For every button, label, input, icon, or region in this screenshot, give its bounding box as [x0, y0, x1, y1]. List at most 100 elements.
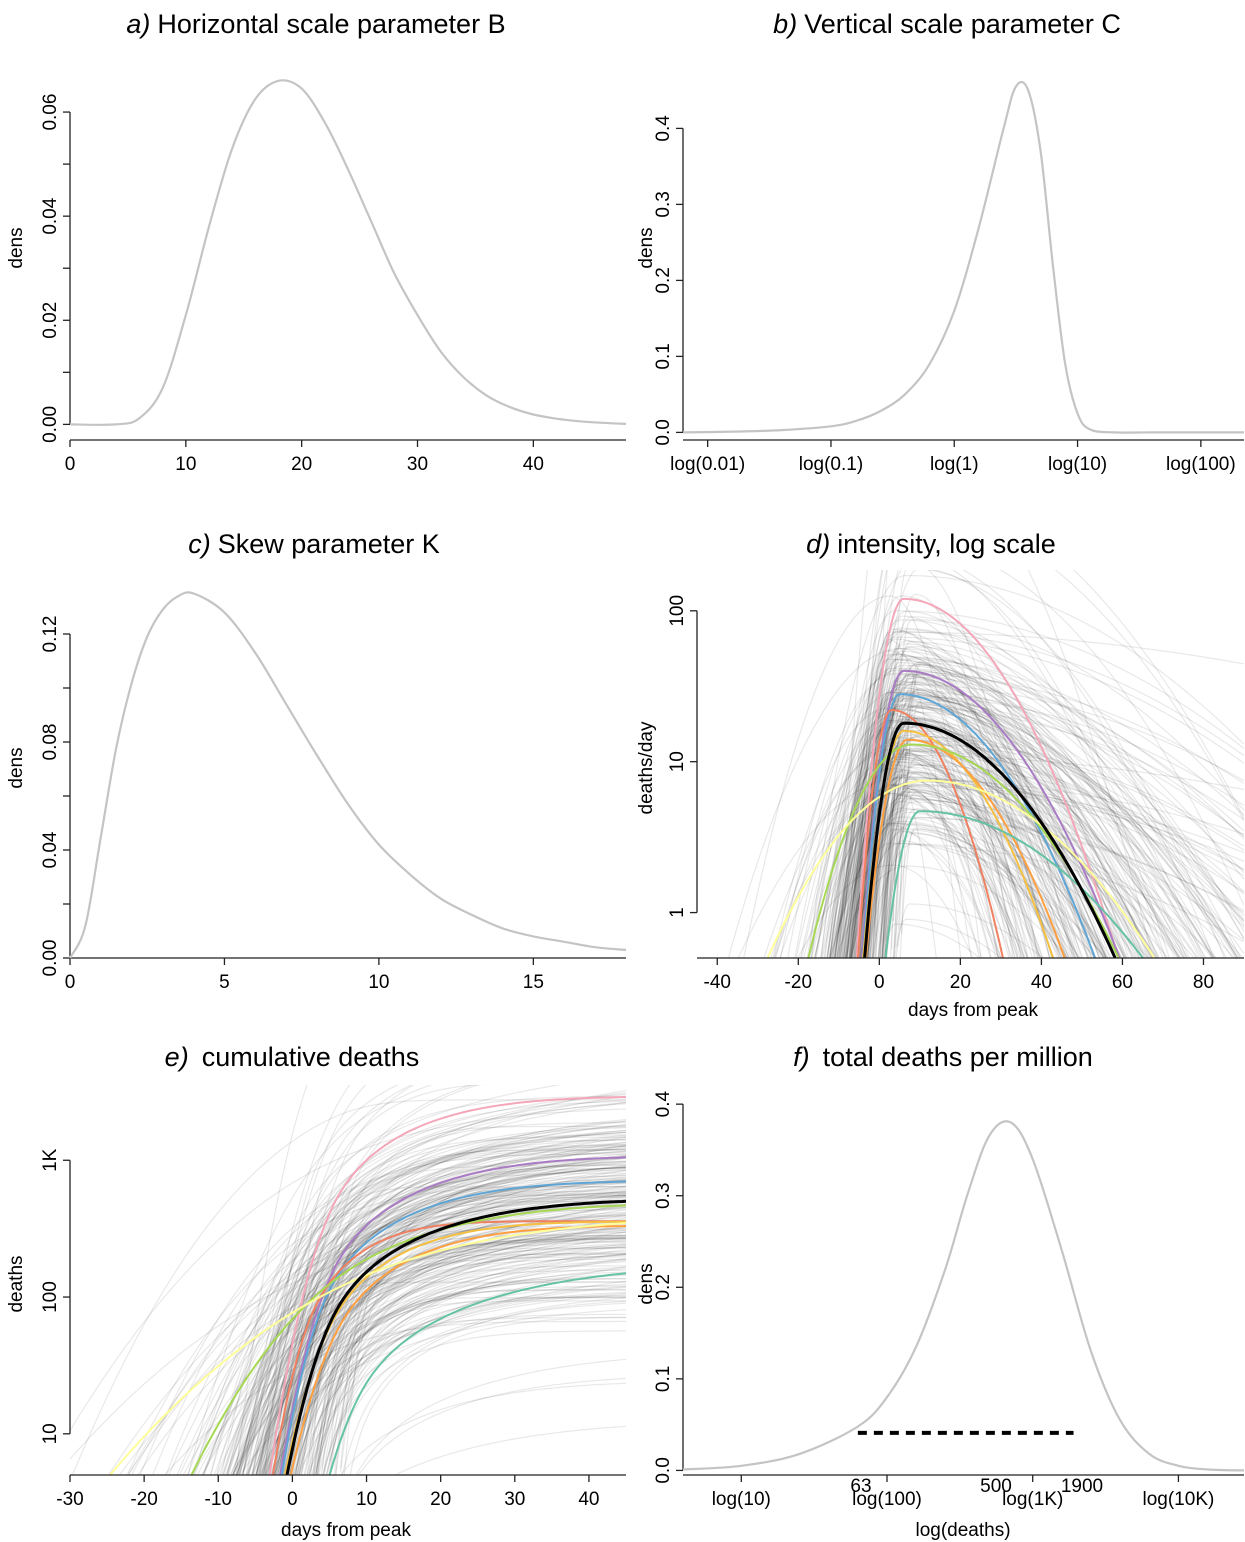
panel-b-xtick-label: log(0.01) [670, 454, 745, 475]
panel-e-ensemble-curve [220, 1085, 562, 1475]
panel-b-ytick-label: 0.0 [653, 419, 674, 445]
panel-e-ensemble-curve [277, 1193, 626, 1475]
panel-e-ensemble-curve [245, 1134, 626, 1475]
panel-d-ensemble-curve [841, 570, 1244, 958]
panel-e-ensemble-curve [274, 1160, 626, 1475]
panel-b-ytick-label: 0.1 [653, 343, 674, 369]
panel-e-ensemble-curve [260, 1258, 626, 1475]
panel-d-ensemble-curve [834, 619, 1242, 958]
panel-e-ensemble-curve [393, 1425, 626, 1475]
panel-e-ensemble-curve [237, 1222, 626, 1475]
panel-e-ensemble-curve [209, 1092, 626, 1475]
panel-e-ensemble-curve [280, 1229, 626, 1475]
panel-d-ensemble-curve [853, 704, 1140, 958]
panel-e-ensemble-curve [294, 1300, 626, 1475]
panel-d-ensemble-curve [826, 737, 1198, 958]
panel-d-ensemble-curve [850, 704, 1239, 958]
panel-f-ytick-label: 0.2 [653, 1274, 674, 1300]
panel-d-ensemble-curve [838, 570, 1039, 958]
panel-f-axes: log(10) log(100) log(1K) log(10K) 0.0 0.1 0.2 0… [653, 1091, 1244, 1510]
panel-e-ensemble-curve [282, 1179, 626, 1475]
panel-d-ensemble-curve [893, 671, 1244, 958]
panel-b-xtick-label: log(1) [930, 454, 979, 475]
panel-e-ensemble-curve [295, 1139, 626, 1475]
panel-d-ensemble-curve [772, 707, 1029, 958]
panel-e-ensemble-curve [283, 1237, 626, 1475]
panel-e-ensemble-curve [213, 1166, 626, 1475]
panel-d-ensemble-curve [874, 570, 1215, 958]
panel-c-ylabel: dens [6, 747, 27, 788]
panel-d-ensemble-curve [860, 638, 962, 958]
panel-e-xtick-label: -30 [56, 1489, 83, 1510]
panel-f-ytick-label: 0.3 [653, 1183, 674, 1209]
panel-e-ensemble-curve [224, 1225, 626, 1475]
panel-d-highlight-curve [855, 597, 1120, 958]
panel-e-ensemble-curve [283, 1317, 626, 1475]
panel-e-ensemble-curve [221, 1151, 626, 1475]
panel-d-ensemble-curve [853, 647, 1067, 958]
panel-e-ensemble-curve [210, 1103, 626, 1475]
panel-e-ensemble-curve [322, 1330, 626, 1475]
panel-e-ensemble-curve [191, 1229, 626, 1475]
panel-e-ensemble-curve [278, 1149, 626, 1475]
panel-e-ensemble-curve [296, 1259, 626, 1475]
panel-d-ensemble-curve [858, 673, 1244, 958]
panel-e-ensemble-curve [273, 1231, 626, 1475]
panel-a-xtick-label: 30 [407, 454, 428, 475]
panel-d-highlight-curve [766, 779, 1156, 958]
panel-e-ensemble-curve [256, 1246, 626, 1475]
panel-e-ensemble-curve [232, 1247, 626, 1475]
panel-a-ytick-label: 0.00 [40, 406, 61, 443]
panel-d-axes: -40 -20 0 20 40 60 80 1 10 100 [667, 595, 1244, 993]
panel-e-ensemble-curve [275, 1167, 626, 1475]
panel-d-ytick-label: 1 [667, 907, 688, 918]
panel-e-ensemble-curve [340, 1182, 626, 1473]
panel-d-ensemble-curve [834, 723, 1137, 958]
panel-d-ensemble-curve [892, 739, 1244, 928]
panel-e-ensemble-curve [307, 1266, 626, 1475]
panel-e-ensemble-curve [309, 1193, 626, 1475]
panel-e-ensemble-curve [223, 1195, 626, 1475]
panel-f-density-curve [682, 1120, 1245, 1472]
panel-d-ensemble-curve [858, 754, 1244, 958]
panel-e-ensemble-curve [279, 1143, 626, 1475]
panel-d-ensemble-curve [743, 595, 982, 958]
panel-d-ensemble-curve [826, 784, 1244, 958]
panel-d-ensemble-curve [841, 638, 1083, 958]
panel-e-ensemble-curve [271, 1234, 626, 1475]
panel-e-ensemble-curve [292, 1085, 413, 1475]
panel-e-ensemble-curve [107, 1188, 626, 1475]
panel-d-ensemble-curve [831, 768, 1069, 958]
panel-d-ytick-label: 100 [667, 595, 688, 627]
panel-e-ensemble-curve [340, 1382, 626, 1475]
panel-e-ensemble-curve [294, 1289, 626, 1475]
panel-d-ensemble-curve [881, 749, 1244, 958]
panel-d-highlight-curve [884, 810, 1145, 958]
panel-d-ensemble-curve [896, 987, 941, 991]
panel-c-ytick-label: 0.12 [40, 616, 61, 653]
panel-e-ensemble-curve [232, 1093, 626, 1475]
panel-a-xtick-label: 10 [175, 454, 196, 475]
panel-a-ylabel: dens [6, 227, 27, 268]
panel-d-ensemble-curve [865, 661, 1176, 958]
panel-d-ensemble-curve [855, 570, 1167, 958]
panel-e-xtick-label: -10 [205, 1489, 232, 1510]
panel-d-ensemble-curve [875, 822, 1096, 958]
panel-e-ensemble-curve [296, 1292, 626, 1475]
panel-e-ensemble-curve [304, 1253, 626, 1475]
panel-e-ensemble-curve [266, 1239, 626, 1475]
panel-b-xtick-label: log(10) [1048, 454, 1107, 475]
panel-d-ensemble-curve [849, 696, 1241, 958]
panel-d-ensemble-curve [866, 788, 992, 958]
panel-d-xtick-label: 20 [950, 972, 971, 993]
panel-e-ensemble-curve [306, 1244, 626, 1475]
panel-d-ensemble-curve [894, 661, 1014, 958]
panel-d-ensemble-curve [810, 667, 1244, 958]
panel-d-ensemble-curve [866, 689, 1244, 958]
panel-d-ensemble-curve [775, 702, 1160, 958]
panel-e-ensemble-curve [315, 1095, 626, 1475]
panel-e-axes: -30 -20 -10 0 10 20 30 40 10 100 1K [40, 1148, 626, 1510]
panel-e-ensemble-curve [152, 1153, 626, 1475]
panel-d-ensemble-curve [829, 820, 1081, 958]
panel-b-ylabel: dens [636, 227, 657, 268]
